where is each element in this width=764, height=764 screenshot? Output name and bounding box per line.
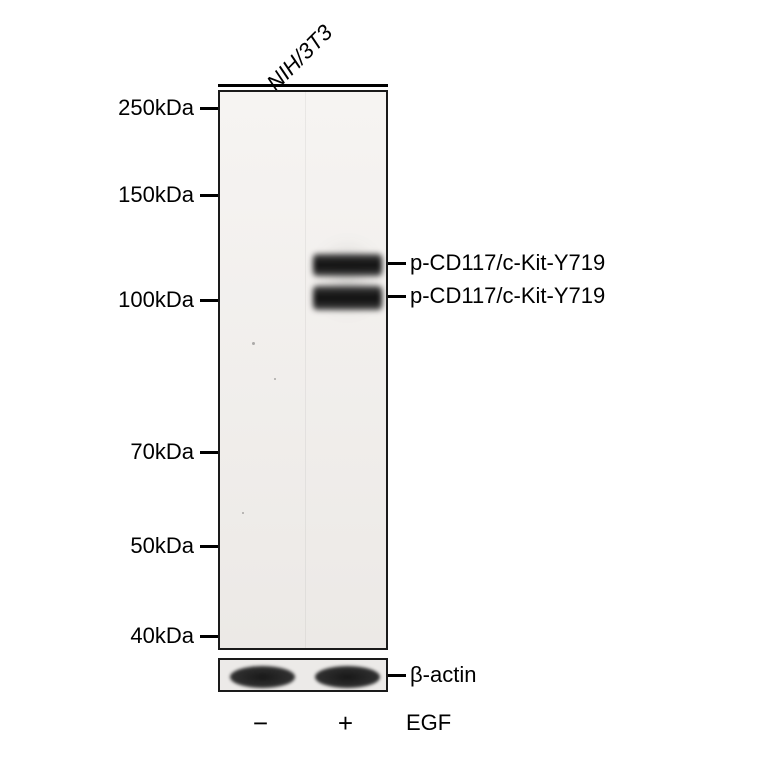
treatment-name: EGF: [406, 710, 451, 736]
noise-dot: [274, 378, 276, 380]
mw-tick: [200, 194, 218, 197]
actin-label: β-actin: [410, 662, 476, 688]
mw-label: 70kDa: [0, 439, 194, 465]
band-label-tick: [388, 262, 406, 265]
treatment-symbol: −: [218, 708, 303, 739]
lane-divider: [305, 92, 306, 648]
treatment-symbol: +: [303, 708, 388, 739]
figure-container: NIH/3T3 250kDa150kDa100kDa70kDa50kDa40kD…: [0, 0, 764, 764]
blot-main: [218, 90, 388, 650]
mw-label: 100kDa: [0, 287, 194, 313]
mw-label: 40kDa: [0, 623, 194, 649]
mw-tick: [200, 299, 218, 302]
mw-label: 150kDa: [0, 182, 194, 208]
protein-band: [313, 286, 382, 310]
mw-tick: [200, 107, 218, 110]
noise-dot: [242, 512, 244, 514]
blot-actin: [218, 658, 388, 692]
mw-tick: [200, 451, 218, 454]
mw-label: 50kDa: [0, 533, 194, 559]
actin-label-tick: [388, 674, 406, 677]
noise-dot: [252, 342, 255, 345]
mw-tick: [200, 635, 218, 638]
mw-label: 250kDa: [0, 95, 194, 121]
actin-band: [230, 666, 295, 688]
actin-band: [315, 666, 380, 688]
mw-tick: [200, 545, 218, 548]
band-label-tick: [388, 295, 406, 298]
band-label: p-CD117/c-Kit-Y719: [410, 250, 605, 276]
band-label: p-CD117/c-Kit-Y719: [410, 283, 605, 309]
protein-band: [313, 254, 382, 276]
sample-group-bar: [218, 84, 388, 87]
